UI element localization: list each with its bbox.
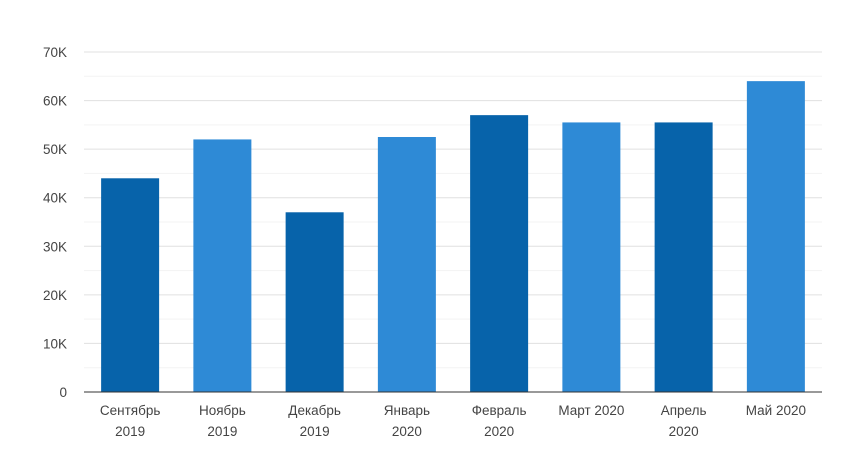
y-axis-tick-labels: 0 10K 20K 30K 40K 50K 60K 70K — [43, 45, 67, 400]
bar — [285, 212, 344, 392]
bars — [101, 81, 805, 393]
x-category-label: Январь 2020 — [384, 403, 430, 439]
bar — [654, 122, 713, 392]
bar — [470, 115, 529, 393]
x-category-label: Сентябрь 2019 — [100, 403, 160, 439]
bar — [193, 139, 252, 392]
x-category-label: Февраль 2020 — [472, 403, 527, 439]
y-tick-label: 70K — [43, 45, 67, 60]
x-category-label: Май 2020 — [746, 403, 806, 418]
x-category-label: Декабрь 2019 — [288, 403, 341, 439]
y-tick-label: 20K — [43, 288, 67, 303]
bar — [746, 81, 805, 393]
x-axis-category-labels: Сентябрь 2019 Ноябрь 2019 Декабрь 2019 Январь 2… — [100, 403, 806, 439]
x-category-label: Апрель 2020 — [661, 403, 707, 439]
y-tick-label: 0 — [59, 385, 67, 400]
bar — [562, 122, 621, 392]
bar — [101, 178, 160, 392]
y-tick-label: 10K — [43, 336, 67, 351]
y-tick-label: 30K — [43, 239, 67, 254]
x-category-label: Март 2020 — [558, 403, 624, 418]
y-tick-label: 50K — [43, 142, 67, 157]
y-tick-label: 60K — [43, 94, 67, 109]
y-tick-label: 40K — [43, 191, 67, 206]
x-category-label: Ноябрь 2019 — [199, 403, 246, 439]
bar — [377, 137, 436, 392]
